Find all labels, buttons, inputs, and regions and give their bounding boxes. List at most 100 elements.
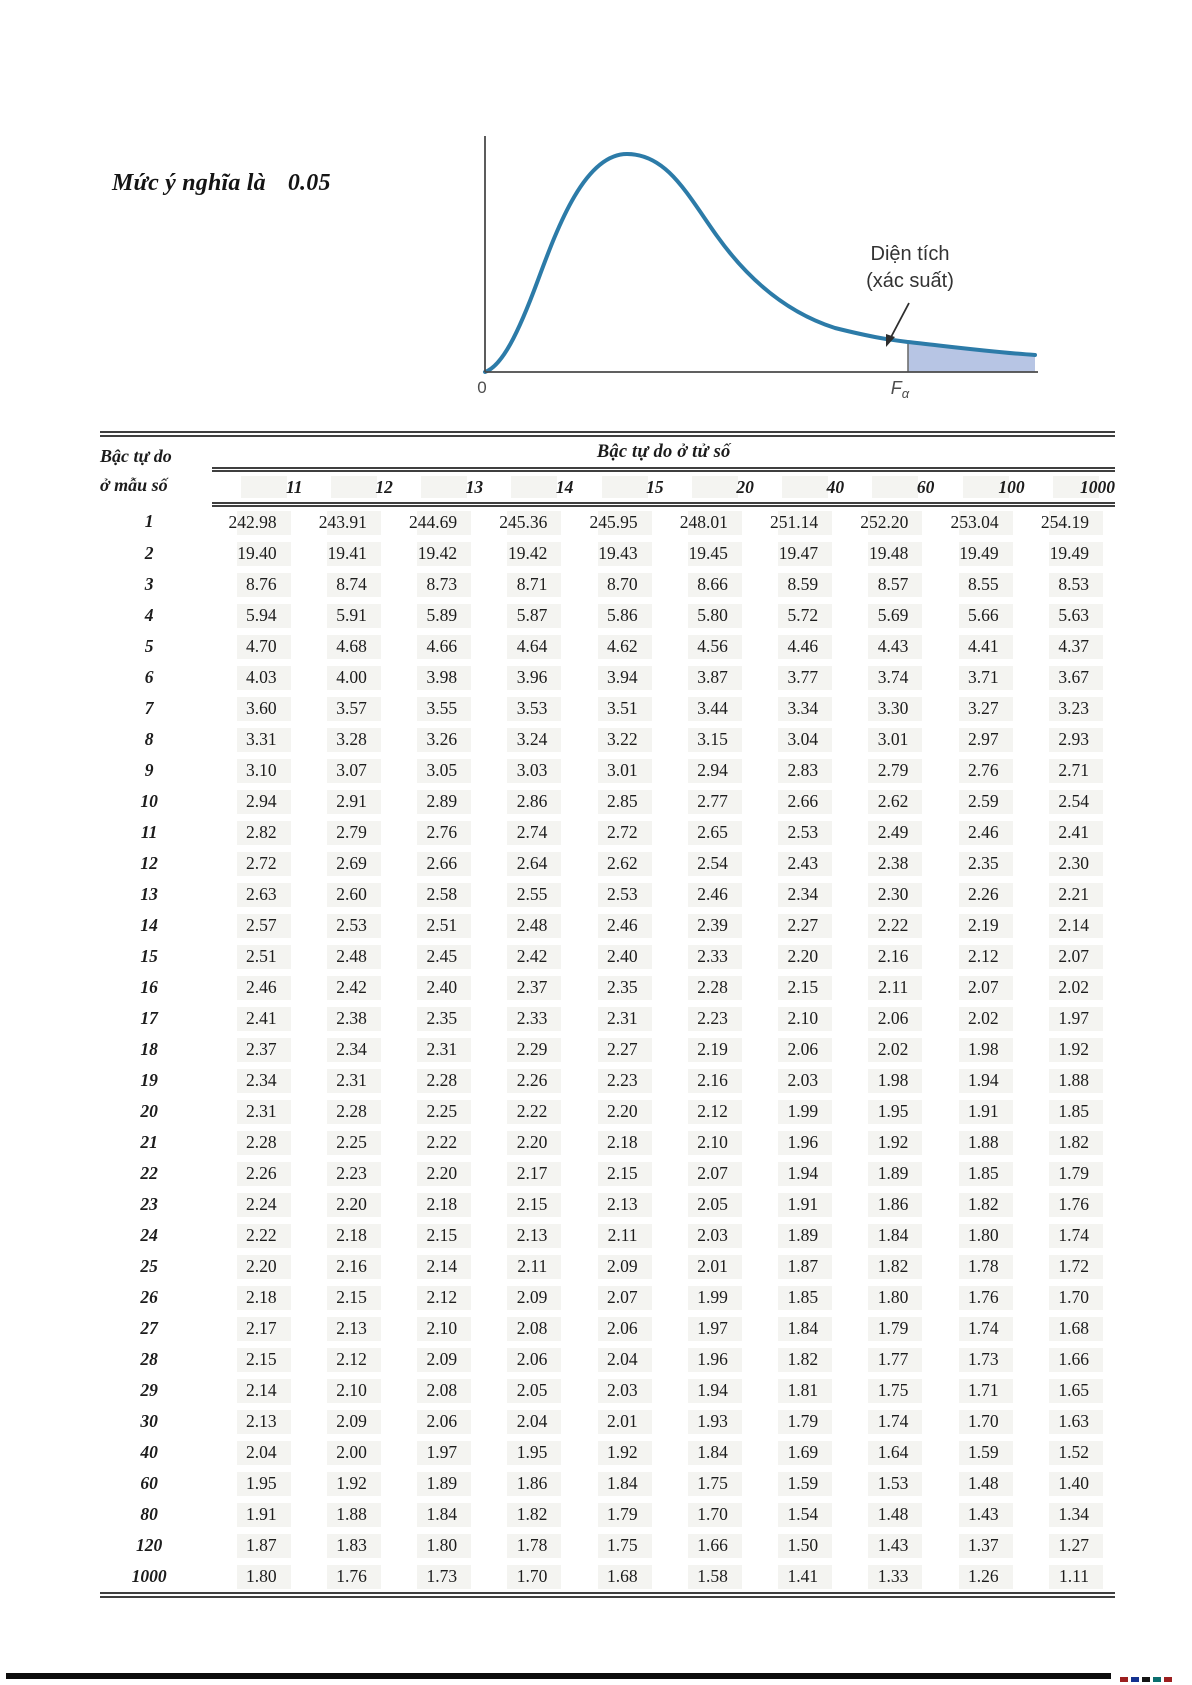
f-critical-value-cell: 2.31 — [573, 1003, 664, 1034]
f-critical-value-cell: 2.46 — [573, 910, 664, 941]
f-critical-value-cell: 2.41 — [212, 1003, 303, 1034]
f-critical-value-cell: 2.03 — [753, 1065, 845, 1096]
f-critical-value-cell: 2.72 — [573, 817, 664, 848]
f-critical-value-cell: 1.75 — [573, 1530, 664, 1561]
f-critical-value-cell: 1.82 — [844, 1251, 935, 1282]
f-critical-value-cell: 2.04 — [573, 1344, 664, 1375]
f-critical-value-cell: 3.77 — [753, 662, 845, 693]
f-critical-value-cell: 2.53 — [302, 910, 393, 941]
significance-title-text: Mức ý nghĩa là — [112, 170, 266, 196]
f-critical-value-cell: 1.64 — [844, 1437, 935, 1468]
f-critical-value-cell: 3.74 — [844, 662, 935, 693]
f-critical-value-cell: 8.53 — [1024, 569, 1115, 600]
f-critical-value-cell: 2.33 — [483, 1003, 574, 1034]
denominator-df-label: 26 — [140, 1287, 158, 1307]
denominator-df-label: 14 — [140, 915, 158, 935]
table-row: 10 2.94 2.91 2.89 2.86 2.85 2.77 2.66 2.62 2.59 2.… — [100, 786, 1115, 817]
f-critical-value-cell: 2.17 — [212, 1313, 303, 1344]
f-critical-value-cell: 2.14 — [212, 1375, 303, 1406]
table-row: 30 2.13 2.09 2.06 2.04 2.01 1.93 1.79 1.74 1.70 1.… — [100, 1406, 1115, 1437]
f-critical-value-cell: 19.48 — [844, 538, 935, 569]
f-critical-value-cell: 4.46 — [753, 631, 845, 662]
denominator-df-label: 25 — [140, 1256, 158, 1276]
f-critical-value-cell: 3.98 — [392, 662, 484, 693]
f-critical-value-cell: 2.20 — [573, 1096, 664, 1127]
f-critical-value-cell: 2.42 — [302, 972, 393, 1003]
x-axis-critical-label: Fα — [891, 378, 910, 401]
f-critical-value-cell: 1.84 — [663, 1437, 754, 1468]
denominator-df-label: 27 — [140, 1318, 158, 1338]
f-critical-value-cell: 1.91 — [934, 1096, 1025, 1127]
f-critical-value-cell: 2.09 — [483, 1282, 574, 1313]
f-critical-value-cell: 1.72 — [1024, 1251, 1115, 1282]
f-critical-value-cell: 2.94 — [212, 786, 303, 817]
denominator-df-label: 23 — [140, 1194, 158, 1214]
f-critical-value-cell: 3.67 — [1024, 662, 1115, 693]
f-critical-value-cell: 2.09 — [573, 1251, 664, 1282]
f-critical-value-cell: 3.55 — [392, 693, 484, 724]
column-header: 12 — [302, 469, 393, 507]
f-critical-value-cell: 2.04 — [483, 1406, 574, 1437]
table-row: 18 2.37 2.34 2.31 2.29 2.27 2.19 2.06 2.02 1.98 1.… — [100, 1034, 1115, 1065]
f-critical-value-cell: 3.23 — [1024, 693, 1115, 724]
f-critical-value-cell: 2.13 — [483, 1220, 574, 1251]
x-axis-origin-label: 0 — [477, 378, 486, 397]
f-critical-value-cell: 3.53 — [483, 693, 574, 724]
f-critical-value-cell: 1.71 — [934, 1375, 1025, 1406]
f-critical-value-cell: 2.35 — [934, 848, 1025, 879]
table-row: 27 2.17 2.13 2.10 2.08 2.06 1.97 1.84 1.79 1.74 1.… — [100, 1313, 1115, 1344]
denominator-df-label: 29 — [140, 1380, 158, 1400]
f-critical-value-cell: 2.10 — [392, 1313, 484, 1344]
f-critical-value-cell: 2.37 — [483, 972, 574, 1003]
f-critical-value-cell: 3.15 — [663, 724, 754, 755]
denominator-df-label: 18 — [140, 1039, 158, 1059]
f-critical-value-cell: 2.15 — [302, 1282, 393, 1313]
f-critical-value-cell: 2.53 — [573, 879, 664, 910]
denominator-df-label: 19 — [140, 1070, 158, 1090]
f-critical-value-cell: 1.97 — [392, 1437, 484, 1468]
f-critical-value-cell: 2.31 — [392, 1034, 484, 1065]
f-critical-value-cell: 2.12 — [663, 1096, 754, 1127]
denominator-df-label: 40 — [140, 1442, 158, 1462]
f-table-body: 1 242.98 243.91 244.69 245.36 245.95 248.01 251… — [100, 504, 1115, 1595]
f-critical-value-cell: 1.85 — [1024, 1096, 1115, 1127]
f-critical-value-cell: 2.86 — [483, 786, 574, 817]
f-critical-value-cell: 1.59 — [934, 1437, 1025, 1468]
f-critical-value-cell: 2.04 — [212, 1437, 303, 1468]
f-critical-value-cell: 1.54 — [753, 1499, 845, 1530]
f-critical-value-cell: 2.74 — [483, 817, 574, 848]
f-critical-value-cell: 1.82 — [934, 1189, 1025, 1220]
column-header: 13 — [392, 469, 484, 507]
f-critical-value-cell: 2.37 — [212, 1034, 303, 1065]
table-row: 14 2.57 2.53 2.51 2.48 2.46 2.39 2.27 2.22 2.19 2.… — [100, 910, 1115, 941]
f-critical-value-cell: 2.05 — [663, 1189, 754, 1220]
f-critical-value-cell: 2.28 — [663, 972, 754, 1003]
f-critical-value-cell: 1.80 — [844, 1282, 935, 1313]
f-critical-value-cell: 2.06 — [483, 1344, 574, 1375]
f-critical-value-cell: 1.76 — [1024, 1189, 1115, 1220]
f-critical-value-cell: 1.99 — [753, 1096, 845, 1127]
table-row: 7 3.60 3.57 3.55 3.53 3.51 3.44 3.34 3.30 3.27 3.2… — [100, 693, 1115, 724]
f-critical-value-cell: 8.55 — [934, 569, 1025, 600]
f-critical-value-cell: 2.79 — [302, 817, 393, 848]
table-row: 28 2.15 2.12 2.09 2.06 2.04 1.96 1.82 1.77 1.73 1.… — [100, 1344, 1115, 1375]
column-header: 11 — [212, 469, 303, 507]
f-critical-value-cell: 1.83 — [302, 1530, 393, 1561]
f-critical-value-cell: 1.84 — [844, 1220, 935, 1251]
f-critical-value-cell: 1.88 — [1024, 1065, 1115, 1096]
tail-area-shape — [908, 342, 1035, 372]
denominator-df-label: 3 — [144, 574, 154, 594]
f-critical-value-cell: 2.20 — [392, 1158, 484, 1189]
f-critical-value-cell: 2.07 — [934, 972, 1025, 1003]
f-critical-value-cell: 1.76 — [302, 1561, 393, 1595]
f-critical-value-cell: 1.73 — [934, 1344, 1025, 1375]
f-critical-value-cell: 245.95 — [573, 504, 664, 538]
table-row: 3 8.76 8.74 8.73 8.71 8.70 8.66 8.59 8.57 8.55 8.5… — [100, 569, 1115, 600]
area-annotation-arrowhead — [886, 334, 895, 347]
f-critical-value-cell: 2.01 — [573, 1406, 664, 1437]
page-corner-marks — [1120, 1677, 1172, 1682]
f-critical-value-cell: 1.78 — [483, 1530, 574, 1561]
f-critical-value-cell: 2.24 — [212, 1189, 303, 1220]
f-critical-value-cell: 2.08 — [483, 1313, 574, 1344]
f-critical-value-cell: 1.79 — [573, 1499, 664, 1530]
